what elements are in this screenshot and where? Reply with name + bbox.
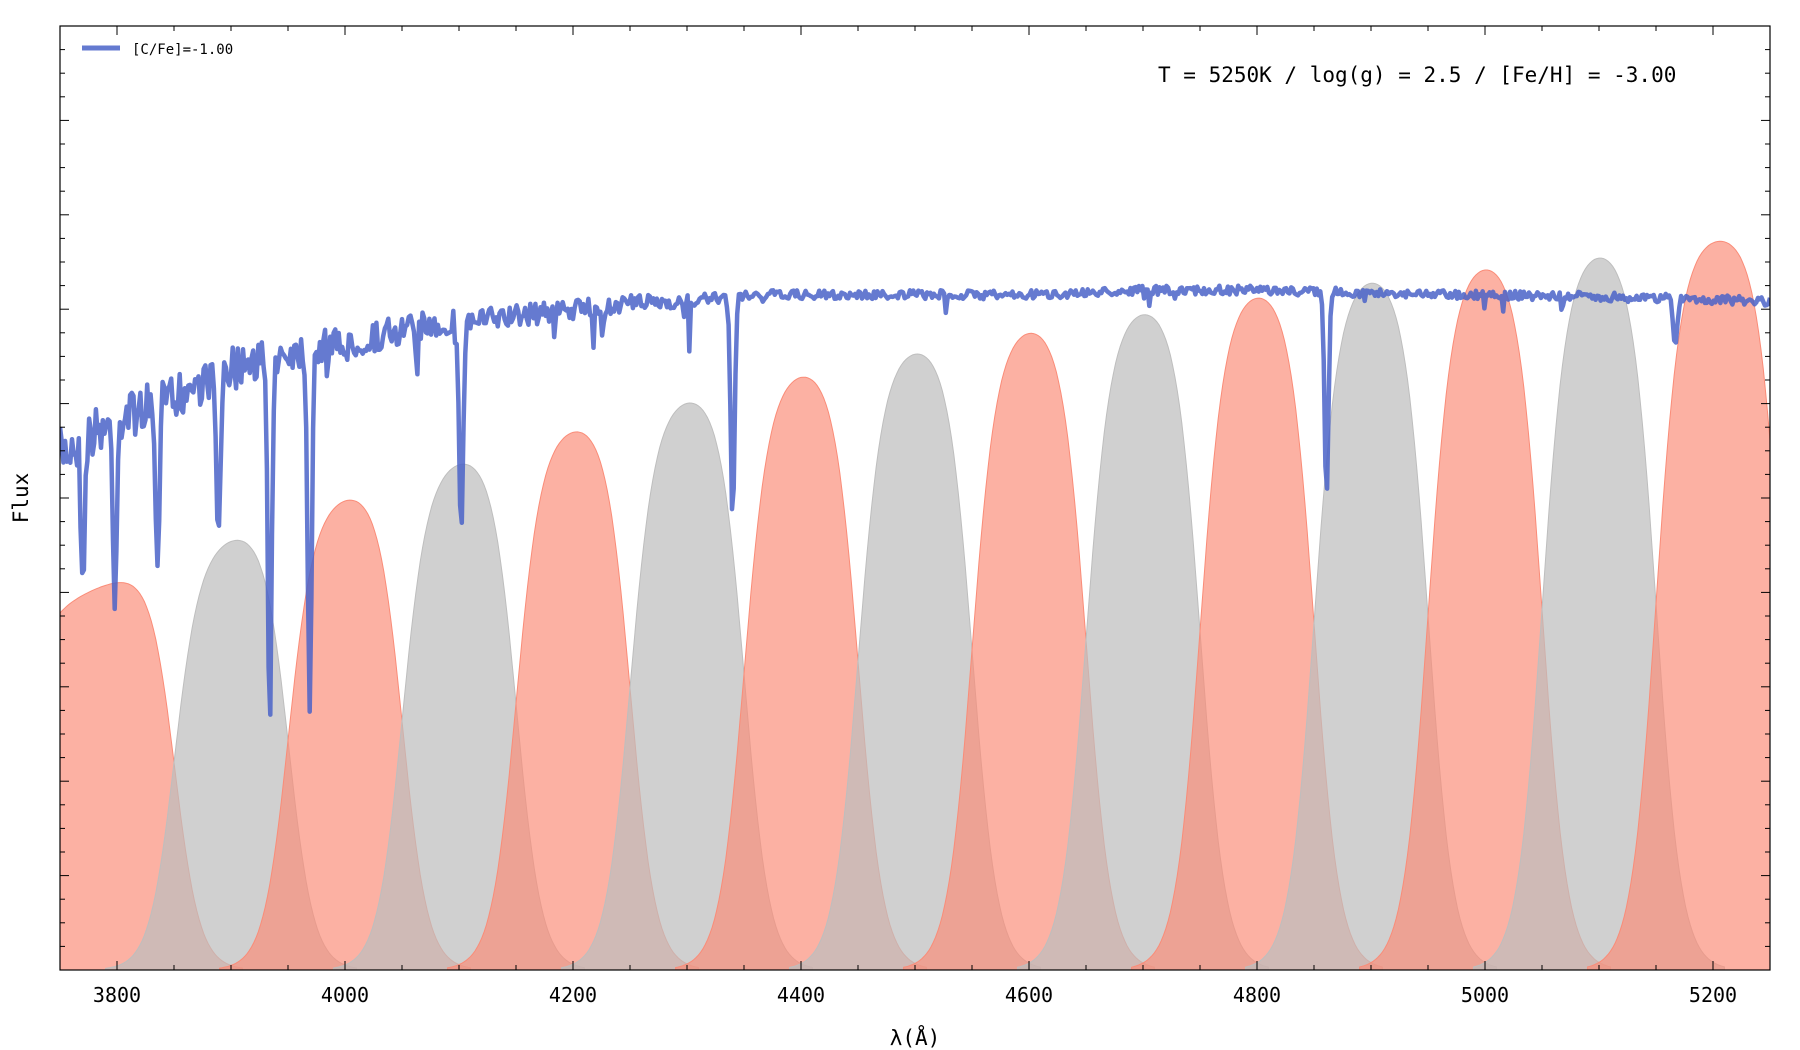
parameter-annotation: T = 5250K / log(g) = 2.5 / [Fe/H] = -3.0… xyxy=(1158,63,1676,87)
x-tick-label: 5200 xyxy=(1689,983,1737,1007)
x-tick-label: 5000 xyxy=(1461,983,1509,1007)
legend-entry: [C/Fe]=-1.00 xyxy=(132,42,233,58)
filter-band-15 xyxy=(1587,240,1770,970)
spectrum-layer xyxy=(60,283,1770,717)
filter-bands xyxy=(60,240,1770,970)
axis-ticks: 3800 4000 4200 4400 4600 4800 5000 5200 xyxy=(59,25,1771,1007)
spectrum-line xyxy=(60,283,1770,717)
x-tick-label: 4400 xyxy=(777,983,825,1007)
x-tick-label: 4600 xyxy=(1005,983,1053,1007)
x-axis-label: λ(Å) xyxy=(890,1024,941,1050)
x-tick-label: 3800 xyxy=(93,983,141,1007)
x-tick-label: 4800 xyxy=(1233,983,1281,1007)
y-axis-label: Flux xyxy=(9,473,33,524)
x-tick-label: 4000 xyxy=(321,983,369,1007)
legend: [C/Fe]=-1.00 xyxy=(82,42,233,58)
x-tick-label: 4200 xyxy=(549,983,597,1007)
